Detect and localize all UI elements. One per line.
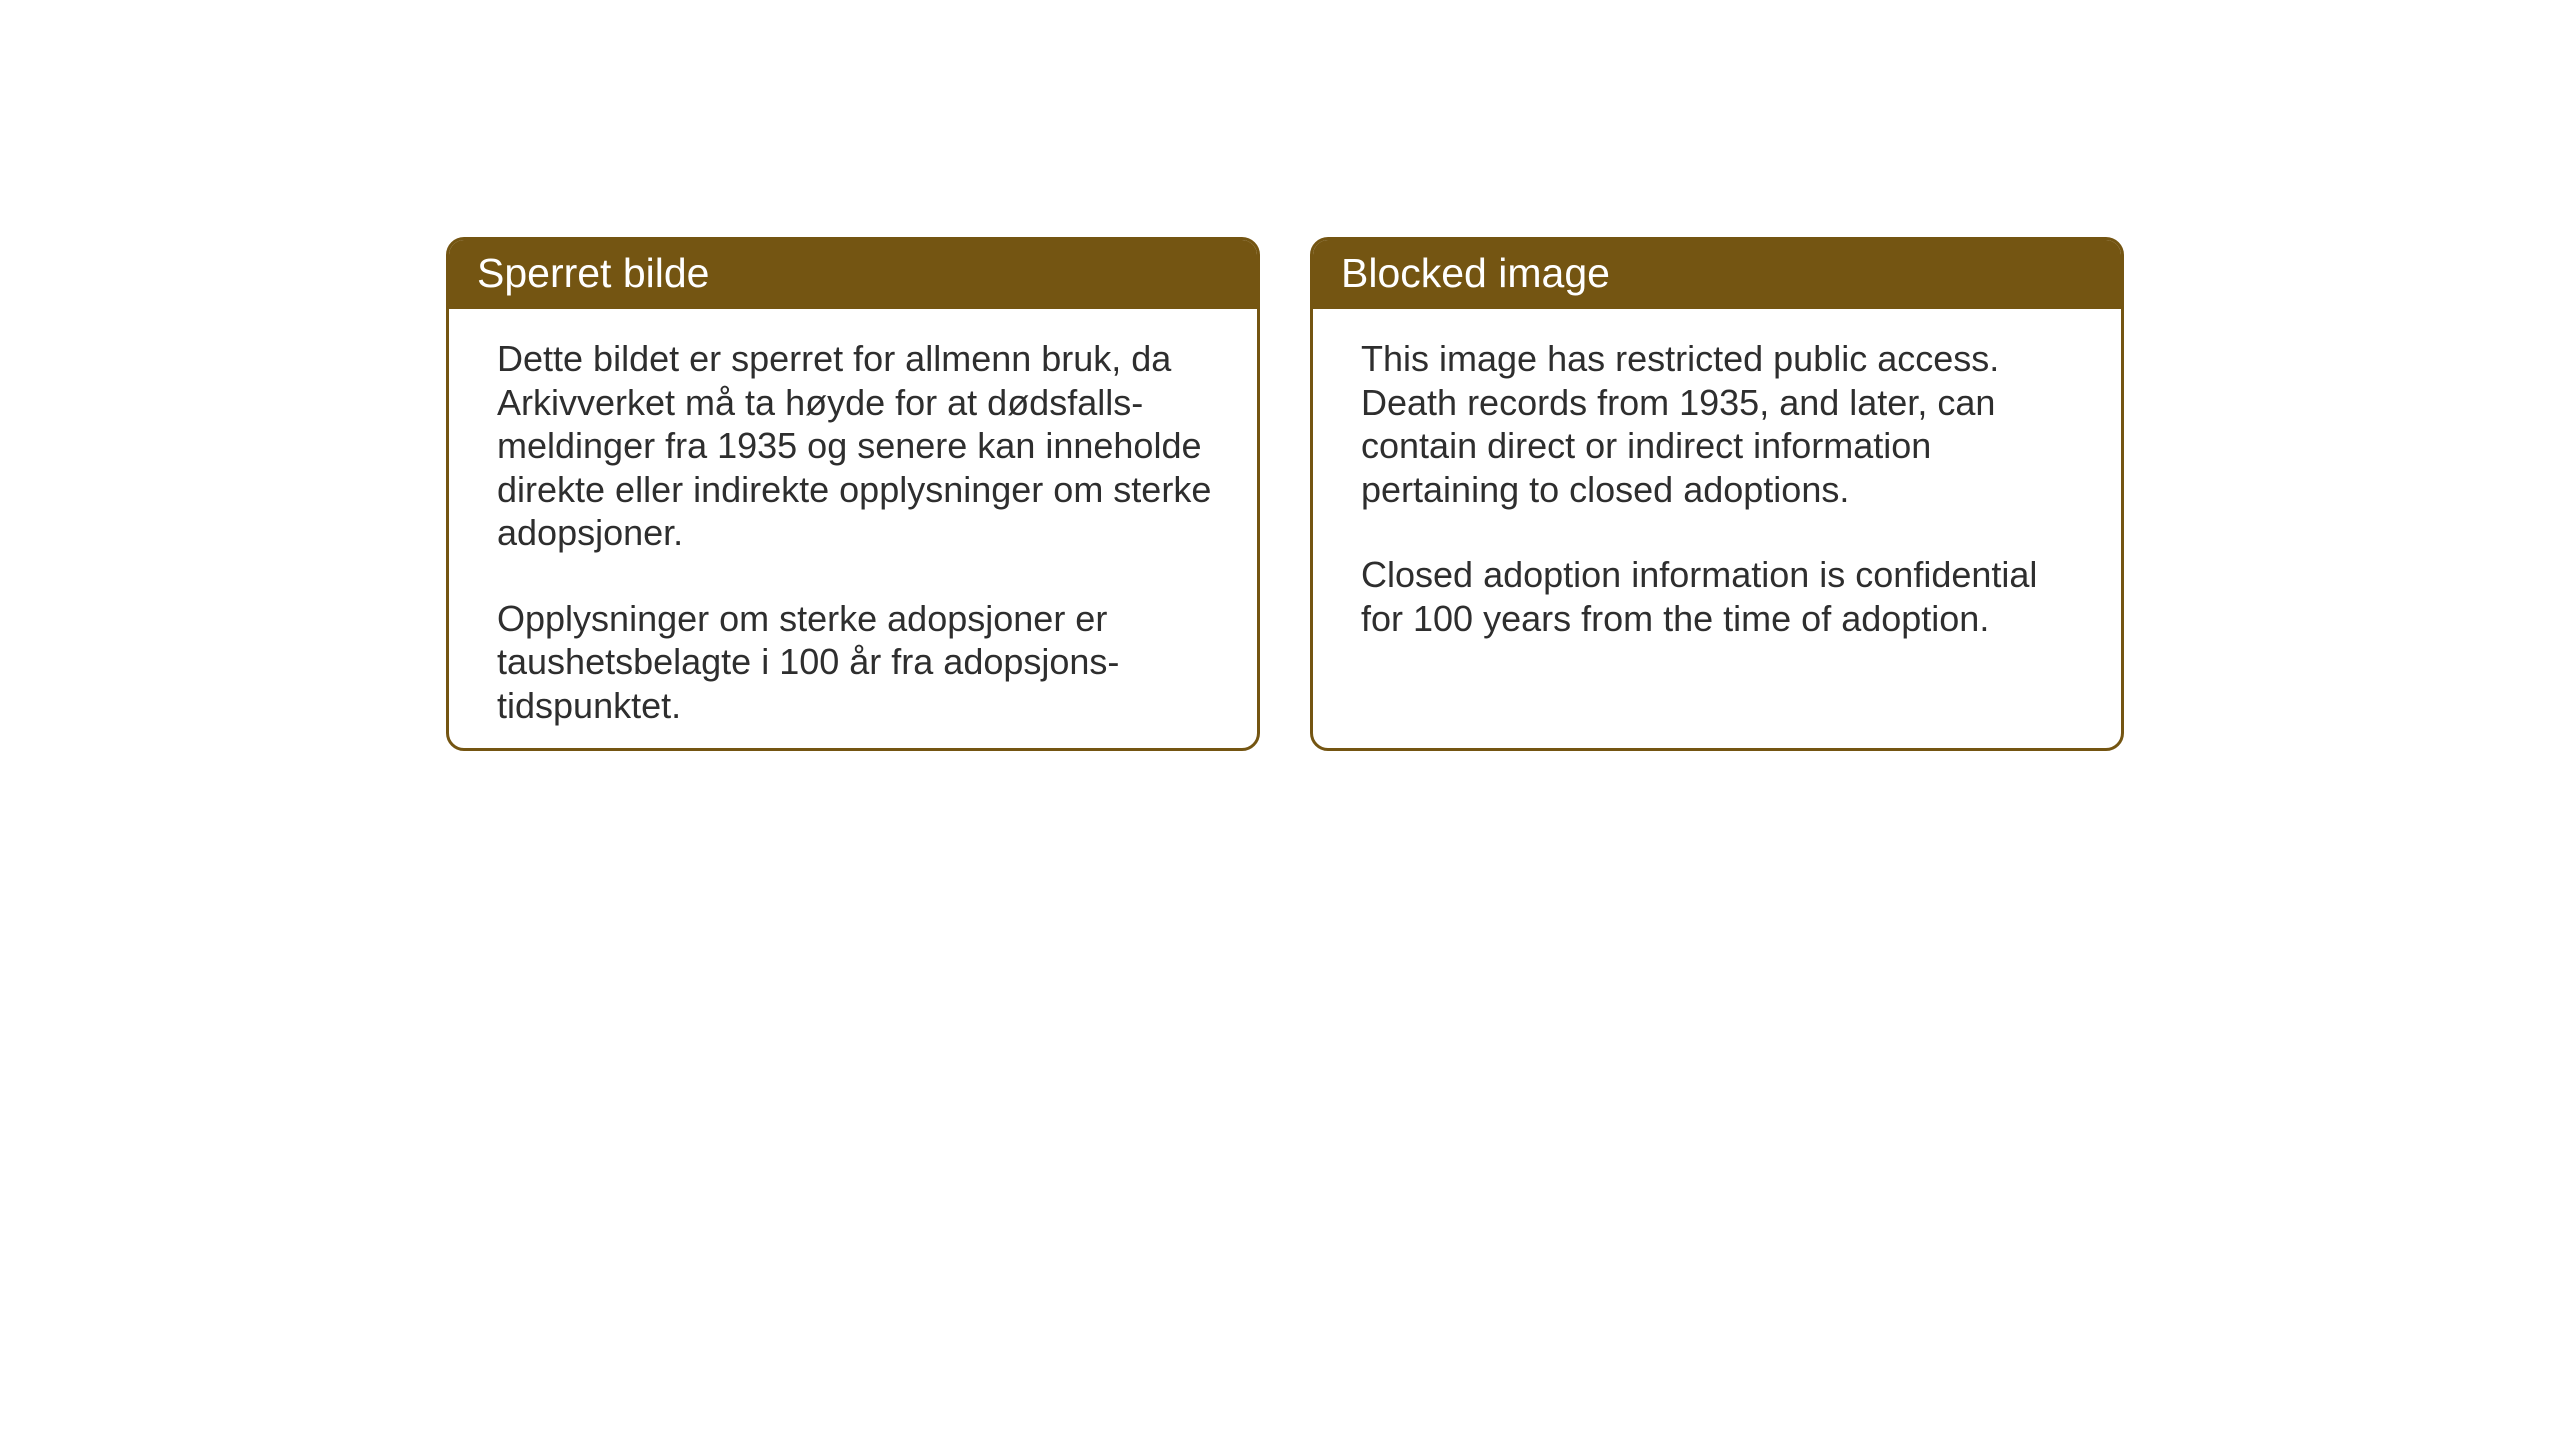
notice-paragraph: Dette bildet er sperret for allmenn bruk…: [497, 337, 1217, 555]
notice-header-norwegian: Sperret bilde: [449, 240, 1257, 309]
notice-paragraph: Opplysninger om sterke adopsjoner er tau…: [497, 597, 1217, 728]
notice-body-english: This image has restricted public access.…: [1313, 309, 2121, 668]
notice-box-english: Blocked image This image has restricted …: [1310, 237, 2124, 751]
notice-body-norwegian: Dette bildet er sperret for allmenn bruk…: [449, 309, 1257, 751]
notice-paragraph: Closed adoption information is confident…: [1361, 553, 2081, 640]
notice-container: Sperret bilde Dette bildet er sperret fo…: [446, 237, 2124, 751]
notice-title: Sperret bilde: [477, 250, 709, 296]
notice-header-english: Blocked image: [1313, 240, 2121, 309]
notice-title: Blocked image: [1341, 250, 1610, 296]
notice-box-norwegian: Sperret bilde Dette bildet er sperret fo…: [446, 237, 1260, 751]
notice-paragraph: This image has restricted public access.…: [1361, 337, 2081, 511]
